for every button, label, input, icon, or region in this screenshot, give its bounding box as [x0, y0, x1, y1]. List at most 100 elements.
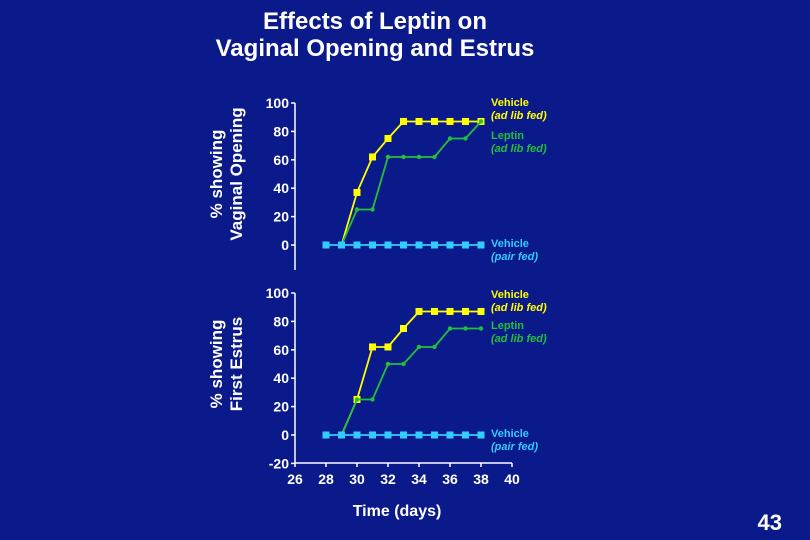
y-tick-label: 0 [281, 427, 289, 443]
data-point [384, 343, 392, 351]
data-point [354, 207, 360, 212]
data-point [384, 135, 392, 142]
page-number: 43 [757, 510, 782, 535]
legend-label: Leptin [491, 320, 524, 332]
data-point [463, 136, 468, 141]
data-point [384, 241, 392, 249]
legend-sublabel: (ad lib fed) [491, 110, 547, 122]
data-point [353, 188, 361, 196]
y-tick-label: 20 [273, 209, 289, 225]
data-point [322, 241, 330, 249]
data-point [462, 117, 469, 125]
y-tick-label: 80 [273, 123, 289, 139]
data-point [446, 117, 454, 125]
x-axis-label: Time (days) [353, 503, 442, 520]
x-tick-label: 26 [287, 471, 303, 487]
y-tick-label: -20 [269, 455, 289, 471]
data-point [416, 344, 422, 350]
data-point [369, 153, 376, 161]
data-point [401, 361, 406, 367]
y-tick-label: 60 [273, 152, 289, 168]
series-line [340, 310, 481, 436]
data-point [353, 241, 361, 249]
x-tick-label: 38 [473, 471, 489, 487]
data-point [370, 397, 375, 402]
data-point [415, 241, 423, 249]
data-point [338, 241, 345, 249]
legend-sublabel: (ad lib fed) [491, 143, 547, 155]
data-point [446, 307, 454, 315]
data-point [416, 154, 422, 160]
data-point [462, 241, 469, 249]
data-point [477, 241, 485, 249]
title-line-2: Vaginal Opening and Estrus [215, 35, 535, 62]
y-tick-label: 60 [273, 342, 289, 358]
data-point [400, 117, 407, 125]
y-tick-label: 80 [273, 313, 289, 329]
x-tick-label: 30 [349, 471, 365, 487]
y-tick-label: 100 [266, 95, 290, 111]
y-tick-label: 40 [273, 370, 289, 386]
y-tick-label: 100 [266, 285, 290, 301]
y-axis-label-line-1: % showing [207, 320, 226, 409]
data-point [385, 154, 391, 160]
x-tick-label: 32 [380, 471, 396, 487]
y-tick-label: 0 [281, 237, 289, 253]
data-point [446, 431, 454, 439]
legend-sublabel: (ad lib fed) [491, 302, 547, 314]
legend-label: Vehicle [491, 289, 529, 301]
data-point [415, 307, 423, 315]
y-tick-label: 20 [273, 399, 289, 415]
data-point [478, 119, 484, 124]
legend-sublabel: (pair fed) [491, 251, 538, 263]
data-point [477, 431, 485, 439]
data-point [400, 431, 407, 439]
data-point [401, 154, 406, 160]
y-axis-label-line-2: Vaginal Opening [227, 107, 246, 240]
y-tick-label: 40 [273, 180, 289, 196]
legend-label: Vehicle [491, 428, 529, 440]
data-point [369, 241, 376, 249]
series-line [340, 120, 481, 246]
data-point [462, 307, 469, 315]
data-point [432, 154, 437, 160]
data-point [447, 136, 453, 141]
data-point [400, 325, 407, 332]
x-tick-label: 28 [318, 471, 334, 487]
title-line-1: Effects of Leptin on [263, 8, 487, 35]
series-line [340, 120, 482, 246]
x-tick-label: 34 [411, 471, 427, 487]
data-point [431, 241, 438, 249]
y-axis-label-line-1: % showing [207, 130, 226, 219]
data-point [369, 343, 376, 351]
data-point [353, 431, 361, 439]
data-point [354, 397, 360, 402]
data-point [447, 326, 453, 331]
legend-label: Leptin [491, 130, 524, 142]
data-point [462, 431, 469, 439]
data-point [463, 326, 468, 331]
data-point [431, 117, 438, 125]
data-point [322, 431, 330, 439]
legend-label: Vehicle [491, 97, 529, 109]
data-point [477, 307, 485, 315]
series-line [340, 327, 481, 436]
x-tick-label: 36 [442, 471, 458, 487]
data-point [384, 431, 392, 439]
data-point [432, 344, 437, 350]
y-axis-label-line-2: First Estrus [227, 317, 246, 411]
data-point [446, 241, 454, 249]
data-point [478, 326, 484, 331]
data-point [385, 361, 391, 367]
data-point [415, 117, 423, 125]
legend-sublabel: (pair fed) [491, 441, 538, 453]
chart-title: Effects of Leptin on Vaginal Opening and… [140, 8, 610, 62]
legend-sublabel: (ad lib fed) [491, 333, 547, 345]
data-point [400, 241, 407, 249]
data-point [369, 431, 376, 439]
data-point [338, 431, 345, 439]
x-tick-label: 40 [504, 471, 520, 487]
data-point [415, 431, 423, 439]
data-point [370, 207, 375, 212]
